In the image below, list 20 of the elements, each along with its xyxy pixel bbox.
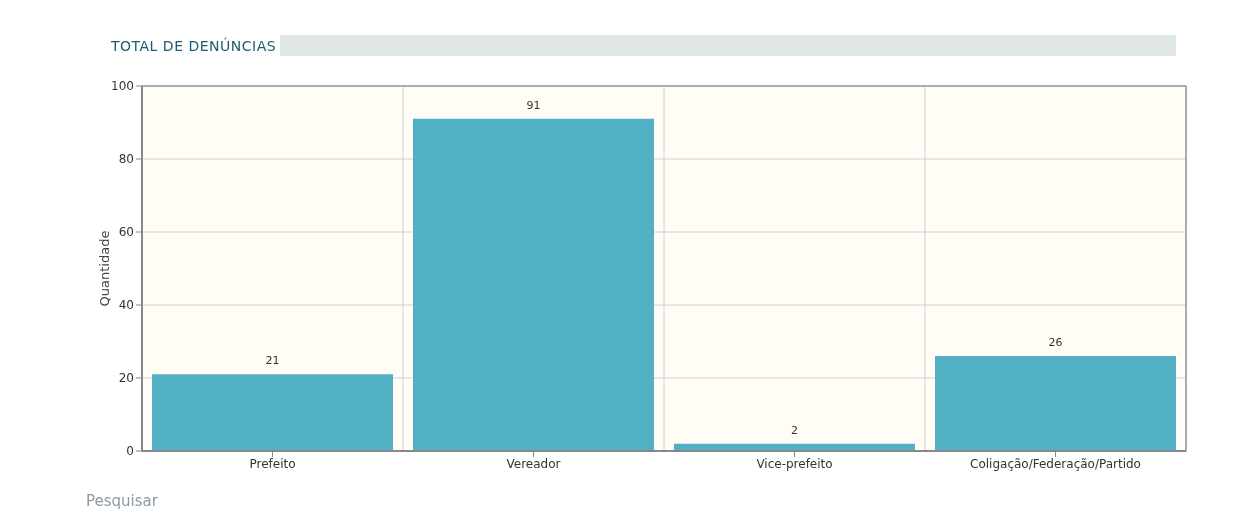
y-axis-title: Quantidade <box>96 230 112 307</box>
x-tick-label: Coligação/Federação/Partido <box>970 456 1141 471</box>
y-tick-label: 20 <box>118 371 134 386</box>
x-tick-label: Vice-prefeito <box>756 456 833 471</box>
y-tick-label: 40 <box>118 298 134 313</box>
x-tick-label: Vereador <box>506 456 561 471</box>
y-tick-label: 80 <box>118 152 134 167</box>
text: Pesquisar <box>86 492 158 510</box>
data-label: 91 <box>526 98 541 112</box>
x-tick-label: Prefeito <box>249 456 296 471</box>
y-tick-label: 100 <box>111 79 134 94</box>
chart-title: TOTAL DE DENÚNCIAS <box>111 37 277 54</box>
data-label: 26 <box>1048 336 1063 350</box>
y-tick-label: 0 <box>126 444 134 459</box>
bar <box>935 356 1176 451</box>
bar <box>152 374 393 451</box>
y-tick-label: 60 <box>118 225 134 240</box>
data-label: 21 <box>265 354 280 368</box>
data-label: 2 <box>791 423 798 437</box>
bar <box>413 118 654 451</box>
